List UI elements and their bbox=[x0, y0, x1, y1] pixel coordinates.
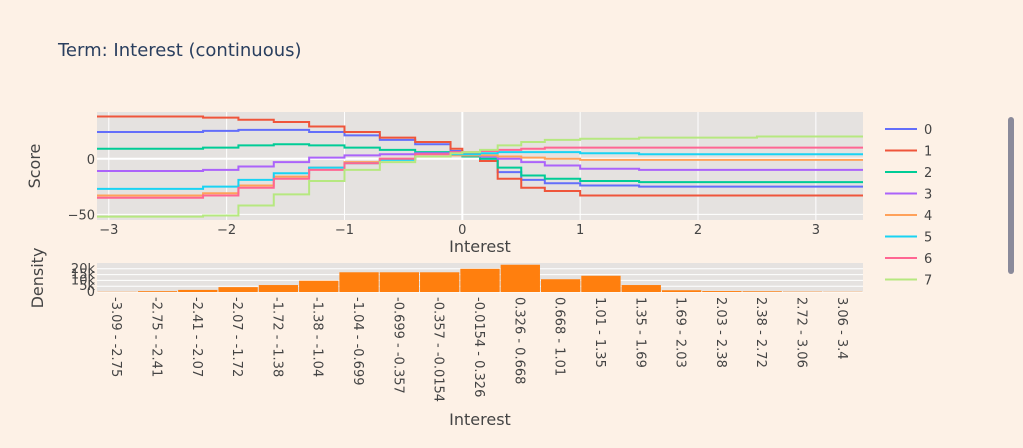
legend-scrollbar[interactable] bbox=[1008, 117, 1014, 274]
histogram-bar[interactable] bbox=[299, 280, 339, 292]
histogram-bar[interactable] bbox=[137, 291, 178, 292]
hist-y-tick-label: 10k bbox=[71, 273, 96, 288]
hist-x-tick-label: -2.07 - -1.72 bbox=[229, 297, 244, 377]
histogram-bar[interactable] bbox=[379, 272, 420, 292]
hist-x-tick-label: 2.38 - 2.72 bbox=[753, 297, 768, 368]
x-tick-label: 3 bbox=[812, 223, 820, 238]
hist-x-tick-label: -1.72 - -1.38 bbox=[269, 297, 284, 377]
hist-y-tick-label: 15k bbox=[71, 268, 96, 283]
legend-item-7[interactable]: 7 bbox=[885, 274, 932, 289]
hist-x-tick-label: 1.69 - 2.03 bbox=[673, 297, 688, 368]
legend-label: 6 bbox=[924, 252, 932, 267]
x-tick-label: −2 bbox=[217, 223, 236, 238]
hist-x-tick-label: -0.357 - -0.0154 bbox=[431, 297, 446, 402]
hist-x-tick-label: 3.06 - 3.4 bbox=[834, 297, 849, 360]
hist-x-tick-label: -3.09 - -2.75 bbox=[108, 297, 123, 377]
histogram-bar[interactable] bbox=[339, 272, 379, 292]
x-tick-label: −1 bbox=[335, 223, 354, 238]
legend-item-5[interactable]: 5 bbox=[885, 231, 932, 246]
legend-item-0[interactable]: 0 bbox=[885, 123, 932, 138]
hist-x-tick-label: 1.35 - 1.69 bbox=[632, 297, 647, 368]
histogram-bar[interactable] bbox=[702, 291, 742, 292]
histogram-bar[interactable] bbox=[540, 279, 581, 292]
legend-label: 4 bbox=[924, 209, 932, 224]
histogram-bar[interactable] bbox=[258, 285, 299, 292]
legend-item-1[interactable]: 1 bbox=[885, 145, 932, 160]
histogram-bar[interactable] bbox=[621, 285, 661, 292]
histogram-bar[interactable] bbox=[742, 291, 782, 292]
x-tick-label: −3 bbox=[99, 223, 118, 238]
legend-label: 5 bbox=[924, 231, 932, 246]
histogram-bar[interactable] bbox=[581, 275, 621, 292]
legend-item-6[interactable]: 6 bbox=[885, 252, 932, 267]
legend-label: 7 bbox=[924, 274, 932, 289]
hist-y-tick-label: 5k bbox=[79, 279, 95, 294]
hist-x-tick-label: -1.38 - -1.04 bbox=[310, 297, 325, 377]
hist-x-tick-label: -1.04 - -0.699 bbox=[350, 297, 365, 386]
histogram-bar[interactable] bbox=[500, 264, 540, 292]
hist-x-tick-label: -0.699 - -0.357 bbox=[390, 297, 405, 394]
hist-x-tick-label: -0.0154 - 0.326 bbox=[471, 297, 486, 397]
histogram-bar[interactable] bbox=[661, 290, 702, 292]
hist-x-tick-label: 0.326 - 0.668 bbox=[511, 297, 526, 384]
histogram-bar[interactable] bbox=[218, 287, 258, 292]
histogram-bar[interactable] bbox=[460, 268, 500, 292]
hist-x-tick-label: 1.01 - 1.35 bbox=[592, 297, 607, 368]
y-axis-title: Score bbox=[25, 144, 44, 189]
histogram-x-axis-title: Interest bbox=[449, 410, 511, 429]
chart-title: Term: Interest (continuous) bbox=[57, 40, 302, 61]
histogram-bar[interactable] bbox=[420, 272, 460, 292]
hist-x-tick-label: 2.03 - 2.38 bbox=[713, 297, 728, 368]
legend-item-2[interactable]: 2 bbox=[885, 166, 932, 181]
x-axis-title: Interest bbox=[449, 237, 511, 256]
series-line-0[interactable] bbox=[97, 128, 863, 188]
hist-y-tick-label: 0 bbox=[87, 285, 95, 300]
legend-item-3[interactable]: 3 bbox=[885, 188, 932, 203]
hist-x-tick-label: 2.72 - 3.06 bbox=[794, 297, 809, 368]
x-tick-label: 2 bbox=[694, 223, 702, 238]
y-tick-label: 0 bbox=[87, 153, 95, 168]
series-line-6[interactable] bbox=[97, 146, 863, 199]
histogram-bar[interactable] bbox=[178, 289, 218, 292]
series-line-7[interactable] bbox=[97, 135, 863, 218]
legend-label: 3 bbox=[924, 188, 932, 203]
legend-item-4[interactable]: 4 bbox=[885, 209, 932, 224]
legend-label: 0 bbox=[924, 123, 932, 138]
legend-label: 2 bbox=[924, 166, 932, 181]
hist-x-tick-label: 0.668 - 1.01 bbox=[552, 297, 567, 376]
hist-x-tick-label: -2.75 - -2.41 bbox=[148, 297, 163, 377]
y-tick-label: −50 bbox=[68, 208, 95, 223]
x-tick-label: 1 bbox=[576, 223, 584, 238]
x-tick-label: 0 bbox=[458, 223, 466, 238]
series-line-1[interactable] bbox=[97, 115, 863, 197]
hist-x-tick-label: -2.41 - -2.07 bbox=[189, 297, 204, 377]
hist-y-tick-label: 20k bbox=[71, 262, 96, 277]
line-plot-area bbox=[97, 112, 863, 220]
legend[interactable]: 0 1 2 3 4 5 6 7 bbox=[885, 123, 932, 289]
legend-label: 1 bbox=[924, 145, 932, 160]
histogram-y-axis-title: Density bbox=[28, 248, 47, 309]
